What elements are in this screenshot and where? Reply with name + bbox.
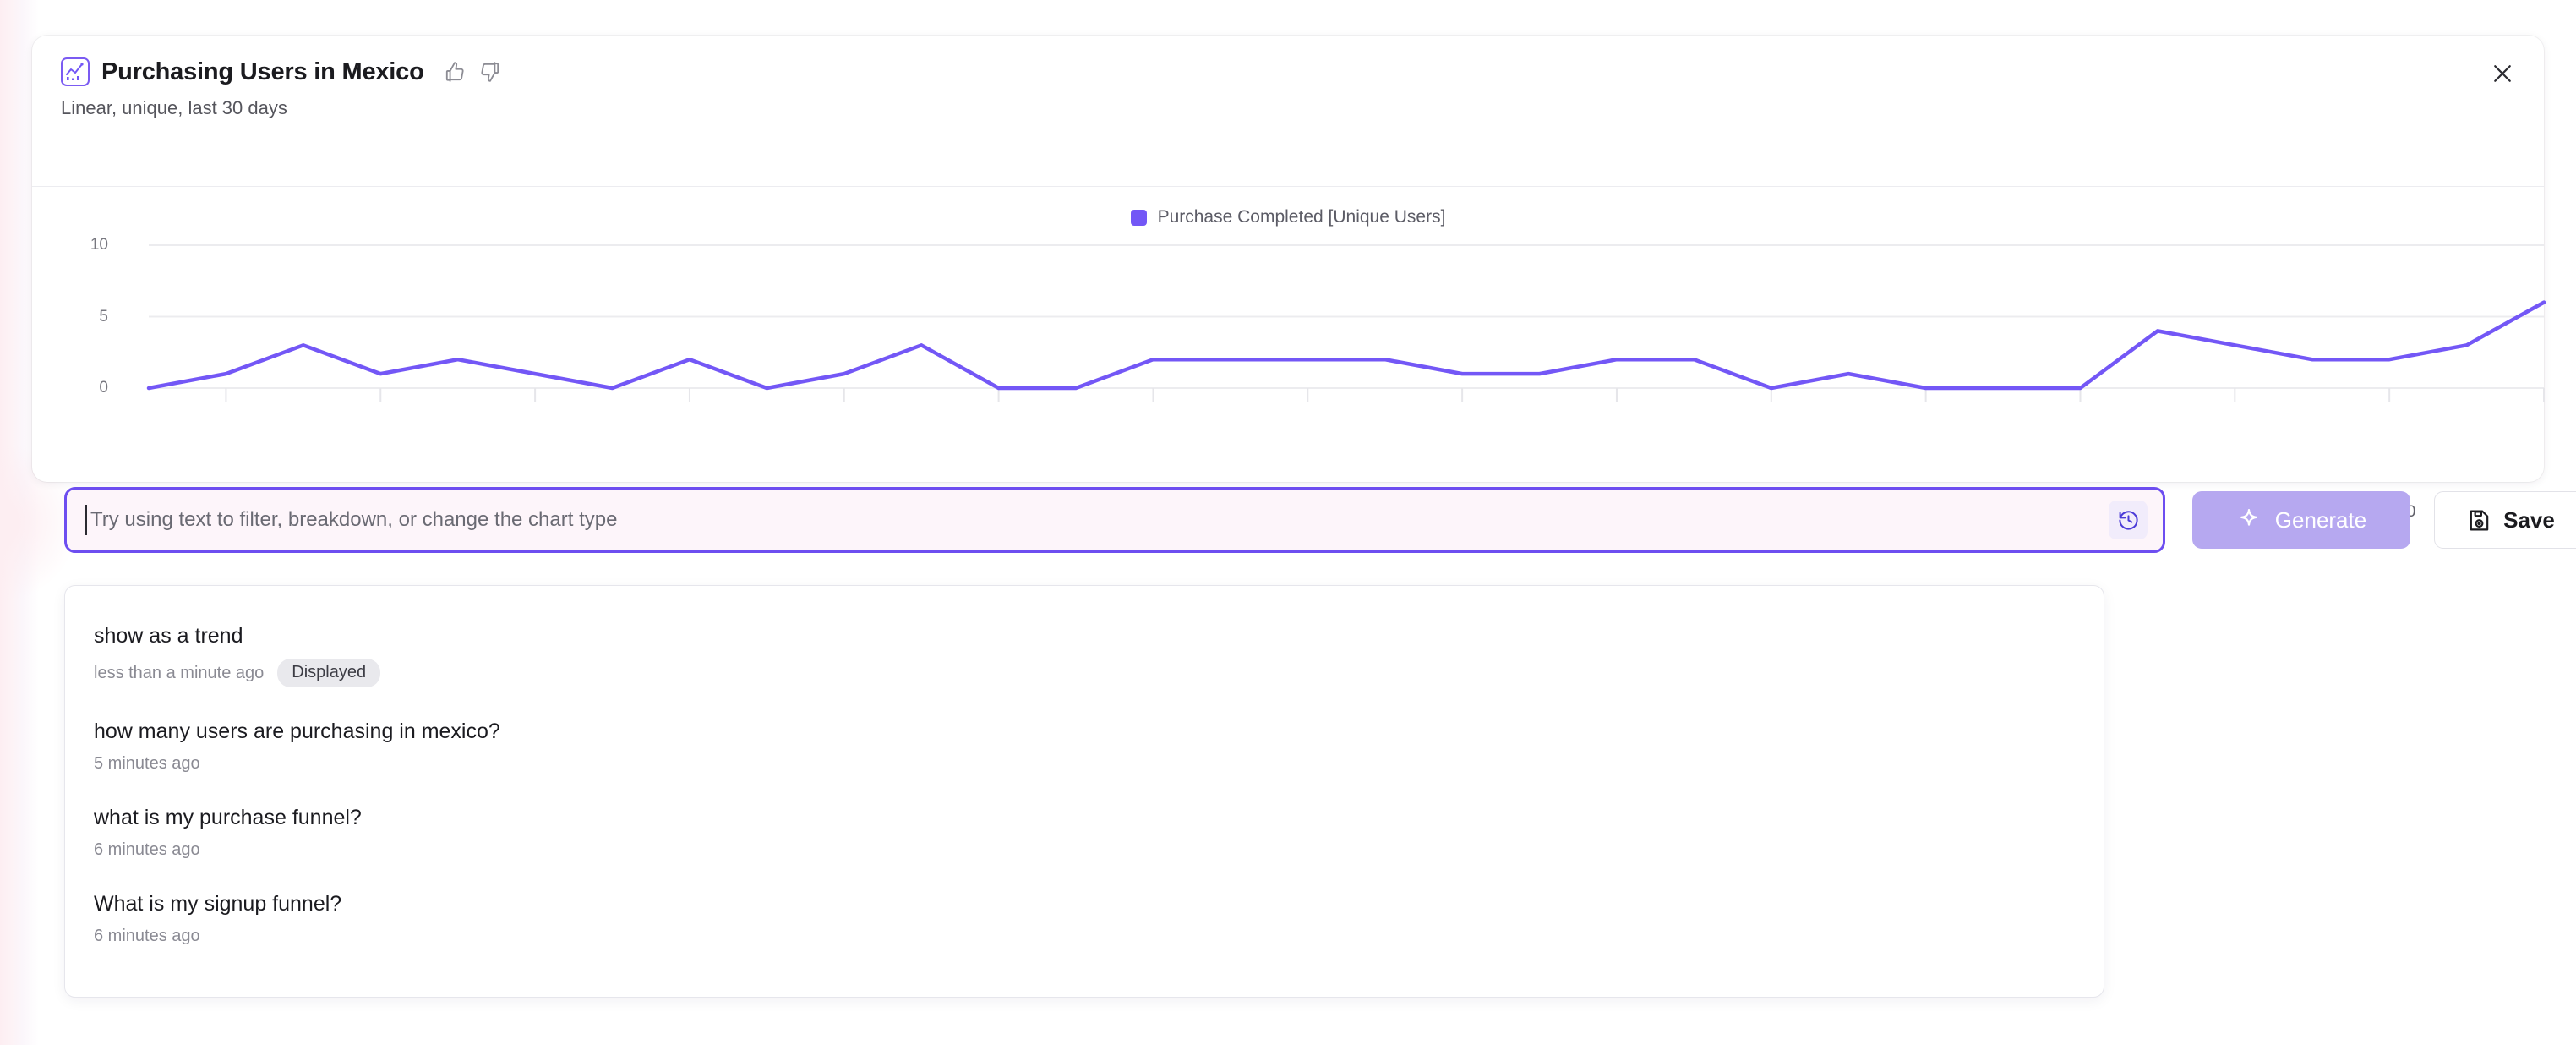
suggestion-meta: less than a minute ago Displayed — [94, 659, 2075, 687]
suggestion-item[interactable]: how many users are purchasing in mexico?… — [65, 703, 2104, 790]
suggestion-meta: 6 minutes ago — [94, 840, 2075, 860]
text-caret — [85, 505, 87, 535]
chart-series-line — [146, 300, 2546, 391]
suggestion-text: What is my signup funnel? — [94, 892, 342, 916]
card-header: Purchasing Users in Mexico — [32, 36, 2544, 119]
suggestion-timestamp: 6 minutes ago — [94, 840, 200, 859]
title-row: Purchasing Users in Mexico — [61, 57, 2515, 86]
vote-buttons — [443, 60, 502, 84]
status-badge: Displayed — [277, 659, 381, 687]
suggestion-meta: 5 minutes ago — [94, 754, 2075, 774]
suggestion-meta: 6 minutes ago — [94, 927, 2075, 946]
suggestion-item[interactable]: What is my signup funnel? 6 minutes ago — [65, 876, 2104, 962]
generate-button[interactable]: Generate — [2192, 491, 2410, 549]
prompt-bar: Try using text to filter, breakdown, or … — [0, 484, 2576, 565]
search-input[interactable]: Try using text to filter, breakdown, or … — [64, 487, 2165, 553]
suggestion-text: what is my purchase funnel? — [94, 806, 362, 829]
sparkle-icon — [2240, 509, 2257, 526]
suggestion-timestamp: less than a minute ago — [94, 663, 265, 682]
y-axis-tick: 0 — [99, 379, 108, 397]
suggestions-dropdown: show as a trend less than a minute ago Dis… — [64, 585, 2104, 998]
chart-legend: Purchase Completed [Unique Users] — [32, 207, 2544, 227]
search-input-placeholder: Try using text to filter, breakdown, or … — [90, 508, 618, 531]
suggestion-text: how many users are purchasing in mexico? — [94, 719, 500, 743]
history-clock-icon[interactable] — [2109, 501, 2148, 539]
suggestion-item[interactable]: what is my purchase funnel? 6 minutes ago — [65, 790, 2104, 876]
suggestion-text: show as a trend — [94, 624, 243, 648]
suggestion-item[interactable]: show as a trend less than a minute ago Dis… — [65, 608, 2104, 703]
legend-swatch — [1130, 209, 1147, 226]
y-axis-tick: 10 — [90, 236, 108, 254]
save-button[interactable]: Save — [2434, 491, 2576, 549]
insight-card: Purchasing Users in Mexico — [32, 36, 2546, 521]
suggestion-timestamp: 6 minutes ago — [94, 927, 200, 945]
generate-button-label: Generate — [2274, 506, 2367, 533]
thumbs-down-icon[interactable] — [478, 60, 502, 84]
suggestion-timestamp: 5 minutes ago — [94, 754, 200, 773]
page-title: Purchasing Users in Mexico — [101, 57, 424, 85]
y-axis-tick: 5 — [99, 307, 108, 326]
save-button-label: Save — [2503, 506, 2555, 533]
line-chart-svg — [146, 244, 2546, 402]
thumbs-up-icon[interactable] — [443, 60, 467, 84]
line-chart-icon — [61, 57, 90, 86]
save-disk-icon — [2470, 510, 2489, 530]
close-icon[interactable] — [2486, 57, 2519, 90]
card-subtitle: Linear, unique, last 30 days — [61, 97, 287, 118]
header-divider — [32, 186, 2544, 187]
legend-label: Purchase Completed [Unique Users] — [1157, 207, 1446, 227]
